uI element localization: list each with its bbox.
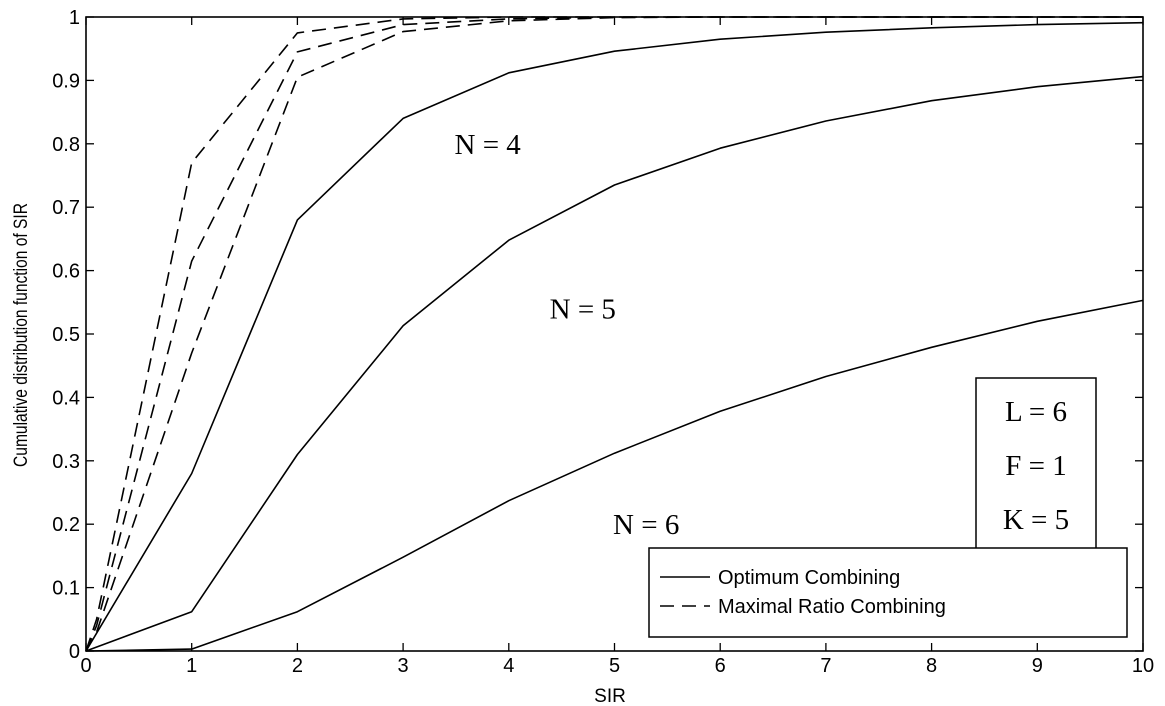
y-tick-label: 0.3 bbox=[52, 451, 80, 473]
curve-annotation: N = 5 bbox=[550, 294, 616, 326]
y-tick-label: 0.7 bbox=[52, 197, 80, 219]
x-axis-label: SIR bbox=[594, 686, 626, 706]
x-tick-label: 3 bbox=[398, 655, 409, 677]
curve-annotation: N = 4 bbox=[455, 129, 522, 161]
legend-frame bbox=[648, 547, 1128, 638]
legend: Optimum Combining Maximal Ratio Combinin… bbox=[648, 547, 1128, 638]
series-lines bbox=[85, 16, 1144, 652]
x-tick-label: 0 bbox=[80, 655, 91, 677]
x-tick-label: 7 bbox=[820, 655, 831, 677]
param-k: K = 5 bbox=[1003, 504, 1069, 536]
y-tick-label: 0.9 bbox=[52, 70, 80, 92]
optimum-line-1 bbox=[85, 21, 1144, 652]
curve-annotation: N = 6 bbox=[613, 509, 679, 541]
curve-annotations: N = 4 N = 5 N = 6 bbox=[455, 129, 680, 541]
x-tick-label: 10 bbox=[1132, 655, 1154, 677]
legend-label-mrc: Maximal Ratio Combining bbox=[718, 596, 946, 618]
y-tick-label: 1 bbox=[69, 7, 80, 29]
x-tick-label: 9 bbox=[1032, 655, 1043, 677]
y-tick-label: 0.6 bbox=[52, 261, 80, 283]
parameters-box: L = 6 F = 1 K = 5 bbox=[975, 377, 1097, 551]
x-tick-label: 4 bbox=[503, 655, 514, 677]
parameters-box-frame bbox=[975, 377, 1097, 551]
y-tick-label: 0.5 bbox=[52, 324, 80, 346]
optimum-line-3 bbox=[85, 299, 1144, 652]
y-tick-label: 0.4 bbox=[52, 387, 80, 409]
param-f: F = 1 bbox=[1005, 450, 1066, 482]
y-tick-label: 0.8 bbox=[52, 134, 80, 156]
optimum-line-2 bbox=[85, 75, 1144, 652]
y-tick-label: 0.1 bbox=[52, 578, 80, 600]
param-l: L = 6 bbox=[1005, 396, 1067, 428]
x-tick-label: 2 bbox=[292, 655, 303, 677]
mrc-line-2 bbox=[85, 16, 1143, 652]
x-tick-label: 5 bbox=[609, 655, 620, 677]
y-axis-label: Cumulative distribution function of SIR bbox=[10, 203, 32, 467]
x-tick-label: 6 bbox=[715, 655, 726, 677]
axis-ticks: 0 1 2 3 4 5 6 7 8 9 10 0 0.1 0.2 0.3 0.4 0.5 0.6 0.7 0.8 0.9… bbox=[52, 7, 1154, 677]
x-tick-label: 8 bbox=[926, 655, 937, 677]
x-tick-label: 1 bbox=[186, 655, 197, 677]
y-tick-label: 0.2 bbox=[52, 514, 80, 536]
mrc-line-3 bbox=[85, 16, 1143, 652]
y-tick-label: 0 bbox=[69, 641, 80, 663]
legend-label-optimum: Optimum Combining bbox=[718, 567, 900, 589]
mrc-line-1 bbox=[85, 16, 1143, 652]
